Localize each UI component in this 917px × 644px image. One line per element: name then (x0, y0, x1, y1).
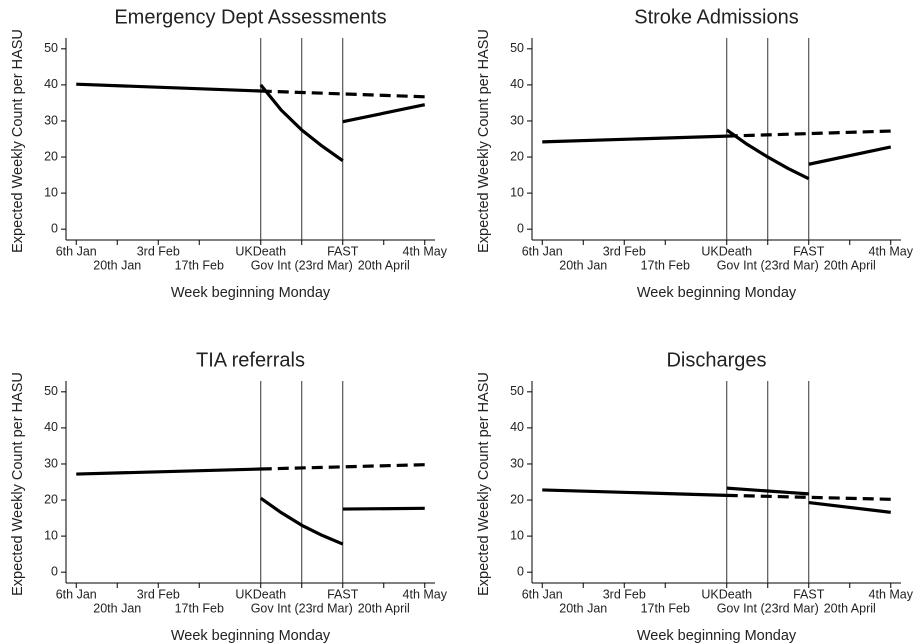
y-tick-label: 40 (44, 420, 58, 434)
y-tick-label: 10 (510, 528, 524, 542)
y-tick-label: 0 (51, 221, 58, 235)
x-tick-label: 4th May (403, 244, 448, 258)
series-line (342, 506, 425, 511)
x-tick-label: 20th April (358, 258, 410, 272)
y-tick-label: 30 (44, 113, 58, 127)
series-line (342, 103, 426, 124)
y-tick-label: 10 (44, 185, 58, 199)
x-tick-label: 6th Jan (522, 587, 563, 601)
x-tick-label: 4th May (869, 244, 914, 258)
x-tick-label: 20th Jan (93, 258, 141, 272)
series-line (726, 493, 891, 501)
x-tick-label: 3rd Feb (137, 244, 180, 258)
series-line (725, 128, 810, 181)
y-tick-label: 10 (44, 528, 58, 542)
y-tick-label: 0 (51, 564, 58, 578)
x-tick-label: 17th Feb (175, 601, 224, 615)
y-tick-label: 40 (510, 77, 524, 91)
panel: Discharges Week beginning Monday Expected … (476, 349, 914, 644)
x-tick-label: 20th April (824, 258, 876, 272)
x-tick-label: Gov Int (23rd Mar) (251, 258, 353, 272)
y-axis-label: Expected Weekly Count per HASU (476, 29, 492, 253)
x-axis-label: Week beginning Monday (171, 285, 331, 301)
series-line (260, 89, 425, 99)
series-line (259, 83, 344, 162)
x-tick-label: 3rd Feb (603, 587, 646, 601)
y-tick-label: 30 (510, 113, 524, 127)
series-line (260, 463, 425, 471)
panel-title: Discharges (666, 349, 766, 371)
series-line (76, 82, 261, 93)
x-axis-label: Week beginning Monday (637, 628, 797, 644)
x-tick-label: UKDeath (701, 587, 752, 601)
x-tick-label: FAST (793, 587, 825, 601)
x-tick-label: 20th April (824, 601, 876, 615)
y-axis-label: Expected Weekly Count per HASU (476, 372, 492, 596)
x-tick-label: Gov Int (23rd Mar) (717, 601, 819, 615)
panel: TIA referrals Week beginning Monday Expect… (10, 349, 448, 644)
y-tick-label: 40 (44, 77, 58, 91)
x-tick-label: UKDeath (235, 244, 286, 258)
x-tick-label: UKDeath (701, 244, 752, 258)
x-tick-label: 4th May (869, 587, 914, 601)
x-tick-label: 17th Feb (641, 258, 690, 272)
y-tick-label: 50 (510, 41, 524, 55)
panel-title: Emergency Dept Assessments (114, 6, 386, 28)
panel: Emergency Dept Assessments Week beginning… (10, 6, 448, 301)
x-tick-label: 20th April (358, 601, 410, 615)
y-tick-label: 30 (44, 456, 58, 470)
series-line (808, 500, 891, 514)
x-tick-label: 6th Jan (522, 244, 563, 258)
series-line (259, 496, 344, 546)
x-tick-label: 6th Jan (56, 587, 97, 601)
y-tick-label: 20 (510, 149, 524, 163)
x-axis-label: Week beginning Monday (171, 628, 331, 644)
y-tick-label: 20 (44, 149, 58, 163)
series-line (808, 145, 892, 166)
series-line (726, 486, 809, 496)
x-tick-label: 6th Jan (56, 244, 97, 258)
x-tick-label: 17th Feb (641, 601, 690, 615)
panel: Stroke Admissions Week beginning Monday Ex… (476, 6, 914, 301)
series-line (542, 134, 727, 144)
y-axis-label: Expected Weekly Count per HASU (10, 29, 26, 253)
y-axis-label: Expected Weekly Count per HASU (10, 372, 26, 596)
x-tick-label: 20th Jan (93, 601, 141, 615)
x-tick-label: FAST (327, 587, 359, 601)
series-line (76, 467, 261, 476)
x-tick-label: 17th Feb (175, 258, 224, 272)
y-tick-label: 50 (510, 384, 524, 398)
x-tick-label: 3rd Feb (137, 587, 180, 601)
x-tick-label: Gov Int (23rd Mar) (717, 258, 819, 272)
y-tick-label: 10 (510, 185, 524, 199)
x-tick-label: Gov Int (23rd Mar) (251, 601, 353, 615)
x-tick-label: 20th Jan (559, 258, 607, 272)
x-axis-label: Week beginning Monday (637, 285, 797, 301)
x-tick-label: UKDeath (235, 587, 286, 601)
x-tick-label: 20th Jan (559, 601, 607, 615)
series-line (726, 129, 891, 138)
y-tick-label: 40 (510, 420, 524, 434)
y-tick-label: 0 (517, 564, 524, 578)
x-tick-label: FAST (793, 244, 825, 258)
series-line (542, 488, 727, 497)
panel-title: TIA referrals (196, 349, 305, 371)
y-tick-label: 50 (44, 384, 58, 398)
x-tick-label: FAST (327, 244, 359, 258)
x-tick-label: 3rd Feb (603, 244, 646, 258)
y-tick-label: 0 (517, 221, 524, 235)
y-tick-label: 50 (44, 41, 58, 55)
panel-title: Stroke Admissions (634, 6, 799, 28)
x-tick-label: 4th May (403, 587, 448, 601)
y-tick-label: 20 (44, 492, 58, 506)
y-tick-label: 20 (510, 492, 524, 506)
y-tick-label: 30 (510, 456, 524, 470)
